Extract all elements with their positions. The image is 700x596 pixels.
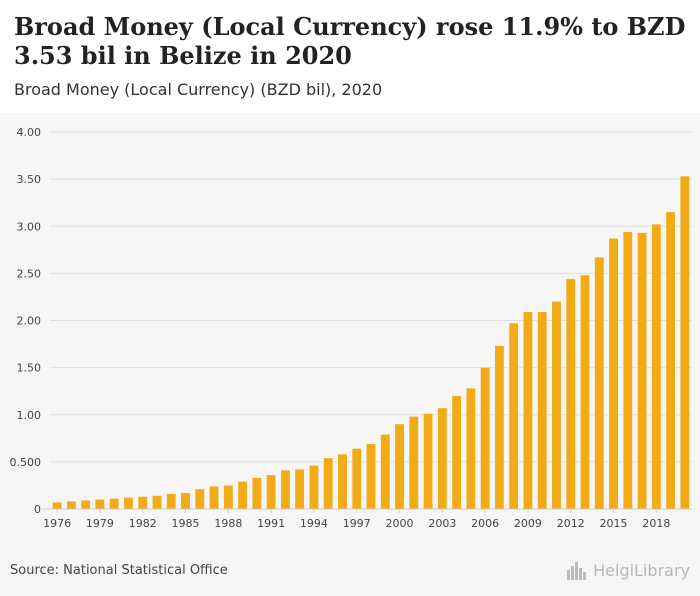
y-tick-label: 2.00	[17, 315, 42, 328]
bar-1980	[109, 498, 119, 509]
bar-2015	[609, 238, 618, 509]
bar-2020	[680, 176, 690, 510]
bar-2002	[423, 413, 433, 509]
bar-2009	[523, 312, 533, 509]
x-tick-label: 1985	[172, 517, 200, 530]
bar-2010	[537, 312, 547, 509]
source-note: Source: National Statistical Office	[10, 563, 228, 578]
bar-1992	[280, 470, 290, 509]
y-tick-label: 4.00	[17, 126, 42, 139]
x-tick-label: 2018	[642, 517, 670, 530]
y-tick-label: 1.50	[17, 362, 42, 375]
city-skyline-icon	[567, 561, 587, 580]
bar-2006	[480, 367, 490, 509]
y-tick-label: 1.00	[17, 409, 42, 422]
bar-2007	[494, 345, 504, 509]
bar-2016	[623, 231, 633, 509]
bar-1997	[352, 448, 362, 509]
x-tick-label: 2009	[514, 517, 542, 530]
bar-2013	[580, 275, 590, 509]
y-tick-label: 0	[34, 503, 41, 516]
bar-1979	[95, 499, 105, 509]
bar-2014	[594, 257, 604, 509]
x-tick-label: 1979	[86, 517, 114, 530]
bar-1994	[309, 465, 319, 509]
x-tick-label: 1976	[43, 517, 71, 530]
y-tick-label: 2.50	[17, 267, 42, 280]
bar-1990	[252, 477, 262, 509]
bar-2018	[651, 224, 661, 509]
bar-2017	[637, 232, 647, 509]
bar-1995	[323, 458, 333, 509]
bar-1988	[223, 485, 233, 509]
bar-1999	[380, 434, 390, 509]
bar-2004	[452, 395, 462, 509]
chart-panel: 0 0.500 1.00 1.50 2.00 2.50 3.00 3.50 4.00 1976 19…	[0, 113, 700, 596]
bar-2019	[666, 212, 676, 510]
bar-2012	[566, 279, 576, 509]
x-tick-label: 1988	[214, 517, 242, 530]
bar-1986	[195, 489, 205, 509]
bar-2001	[409, 416, 419, 509]
chart-title: Broad Money (Local Currency) rose 11.9% …	[14, 12, 686, 70]
x-tick-label: 1982	[129, 517, 157, 530]
x-tick-label: 1994	[300, 517, 328, 530]
x-tick-label: 2006	[471, 517, 499, 530]
bar-2005	[466, 388, 476, 509]
bar-1998	[366, 443, 376, 509]
x-tick-label: 2000	[386, 517, 414, 530]
bar-chart: 0 0.500 1.00 1.50 2.00 2.50 3.00 3.50 4.00 1976 19…	[10, 126, 692, 530]
bar-2008	[509, 323, 519, 509]
bar-1987	[209, 486, 219, 509]
bar-1993	[295, 469, 305, 509]
y-tick-label: 3.50	[17, 173, 42, 186]
bar-1981	[124, 497, 133, 509]
bar-1983	[152, 495, 162, 509]
y-tick-label: 3.00	[17, 220, 42, 233]
x-tick-label: 2012	[557, 517, 585, 530]
x-tick-label: 1997	[343, 517, 371, 530]
bar-2000	[395, 424, 404, 509]
logo-text: HelgiLibrary	[593, 561, 690, 580]
bar-2003	[437, 408, 447, 509]
bar-1978	[81, 500, 91, 509]
bar-1989	[238, 481, 248, 509]
x-tick-label: 2015	[600, 517, 628, 530]
bar-1976	[52, 502, 62, 509]
y-tick-label: 0.500	[10, 456, 42, 469]
bar-1977	[66, 501, 76, 509]
bar-1991	[266, 475, 276, 509]
bar-1985	[181, 492, 190, 509]
chart-subtitle: Broad Money (Local Currency) (BZD bil), …	[14, 80, 383, 99]
bar-2011	[552, 301, 561, 509]
bar-1982	[138, 496, 148, 509]
helgilibrary-logo: HelgiLibrary	[567, 561, 690, 580]
x-tick-label: 2003	[428, 517, 456, 530]
x-tick-label: 1991	[257, 517, 285, 530]
bar-1996	[338, 454, 347, 509]
bar-1984	[166, 493, 176, 509]
